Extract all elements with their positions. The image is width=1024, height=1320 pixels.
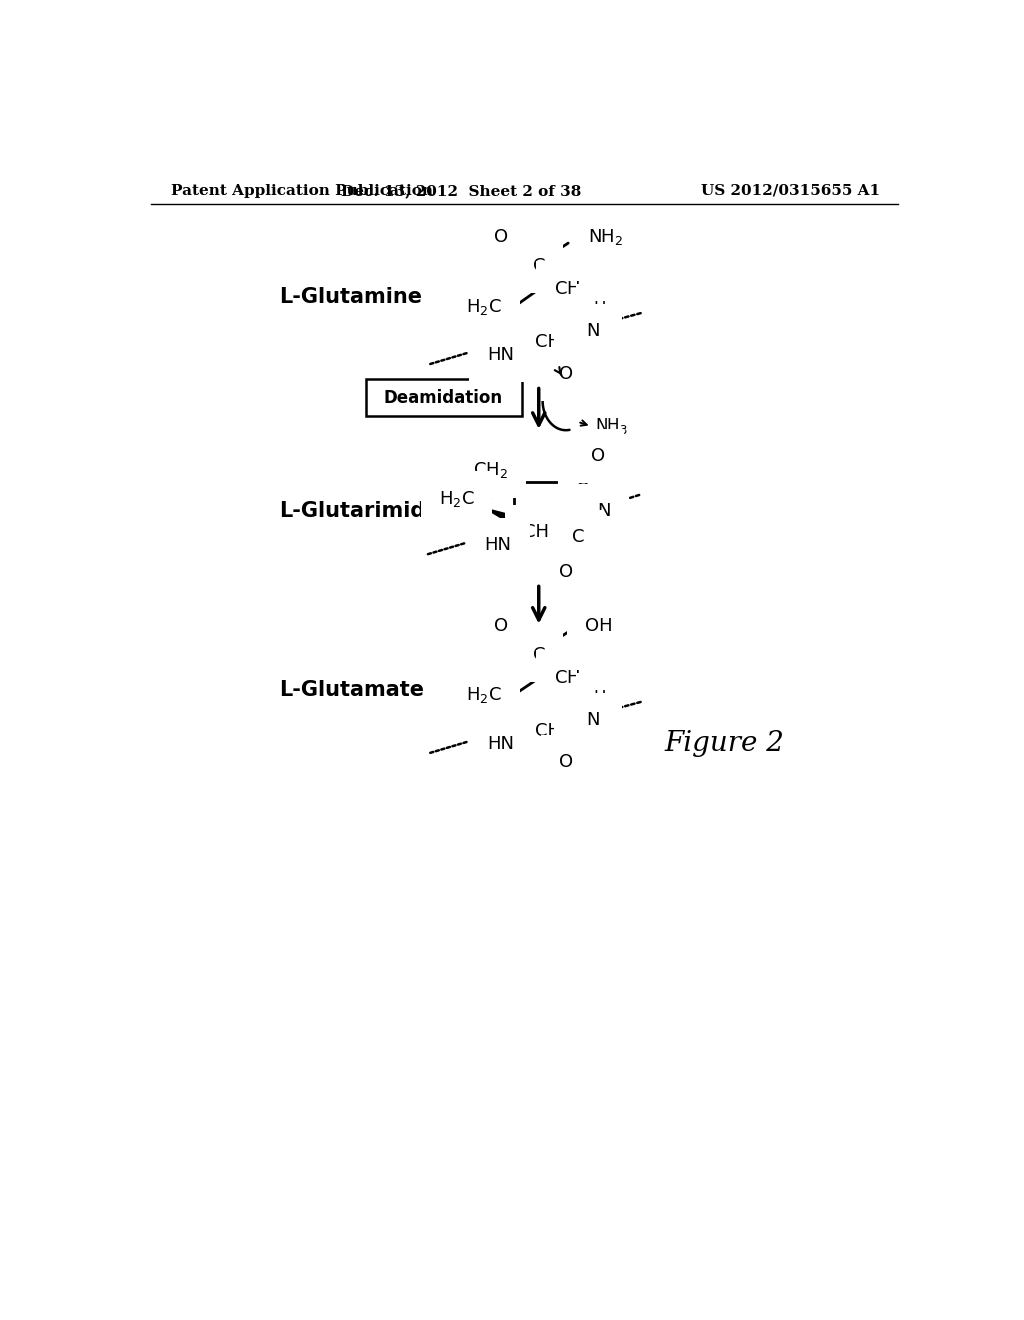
Text: CH: CH bbox=[535, 333, 561, 351]
Text: OH: OH bbox=[586, 616, 613, 635]
Text: HN: HN bbox=[486, 346, 514, 364]
Text: HN: HN bbox=[486, 735, 514, 752]
Text: O: O bbox=[559, 562, 573, 581]
Text: C: C bbox=[572, 329, 585, 347]
Text: H: H bbox=[593, 301, 605, 318]
Text: CH$_2$: CH$_2$ bbox=[554, 280, 589, 300]
Text: L-Glutamine: L-Glutamine bbox=[280, 286, 422, 308]
Text: Figure 2: Figure 2 bbox=[665, 730, 784, 758]
Text: NH$_2$: NH$_2$ bbox=[588, 227, 623, 247]
Text: CH: CH bbox=[535, 722, 561, 739]
Text: US 2012/0315655 A1: US 2012/0315655 A1 bbox=[700, 183, 880, 198]
Text: O: O bbox=[495, 616, 509, 635]
Text: CH$_2$: CH$_2$ bbox=[473, 461, 508, 480]
Polygon shape bbox=[508, 314, 526, 334]
Text: H$_2$C: H$_2$C bbox=[438, 488, 474, 508]
Polygon shape bbox=[508, 702, 526, 722]
Text: C: C bbox=[532, 645, 545, 664]
Text: O: O bbox=[592, 447, 605, 466]
Text: L-Glutarimide: L-Glutarimide bbox=[280, 502, 439, 521]
Text: C: C bbox=[575, 471, 589, 490]
Text: C: C bbox=[572, 528, 585, 546]
Text: O: O bbox=[495, 228, 509, 246]
Text: CH$_2$: CH$_2$ bbox=[554, 668, 589, 688]
Text: HN: HN bbox=[484, 536, 512, 554]
Text: Patent Application Publication: Patent Application Publication bbox=[171, 183, 432, 198]
Text: O: O bbox=[559, 754, 573, 771]
Text: H$_2$C: H$_2$C bbox=[466, 297, 502, 317]
FancyBboxPatch shape bbox=[366, 379, 521, 416]
Text: Dec. 13, 2012  Sheet 2 of 38: Dec. 13, 2012 Sheet 2 of 38 bbox=[341, 183, 582, 198]
Text: N: N bbox=[587, 710, 600, 729]
Text: L-Glutamate: L-Glutamate bbox=[280, 680, 424, 700]
Text: Deamidation: Deamidation bbox=[384, 389, 503, 407]
Text: H$_2$C: H$_2$C bbox=[466, 685, 502, 705]
Text: NH$_3$: NH$_3$ bbox=[595, 416, 629, 437]
Text: C: C bbox=[572, 718, 585, 735]
Text: CH: CH bbox=[523, 523, 549, 541]
Text: H: H bbox=[593, 689, 605, 708]
Polygon shape bbox=[480, 507, 512, 523]
Text: O: O bbox=[559, 366, 573, 383]
Text: C: C bbox=[532, 257, 545, 275]
Text: N: N bbox=[598, 502, 611, 520]
Text: N: N bbox=[587, 322, 600, 339]
